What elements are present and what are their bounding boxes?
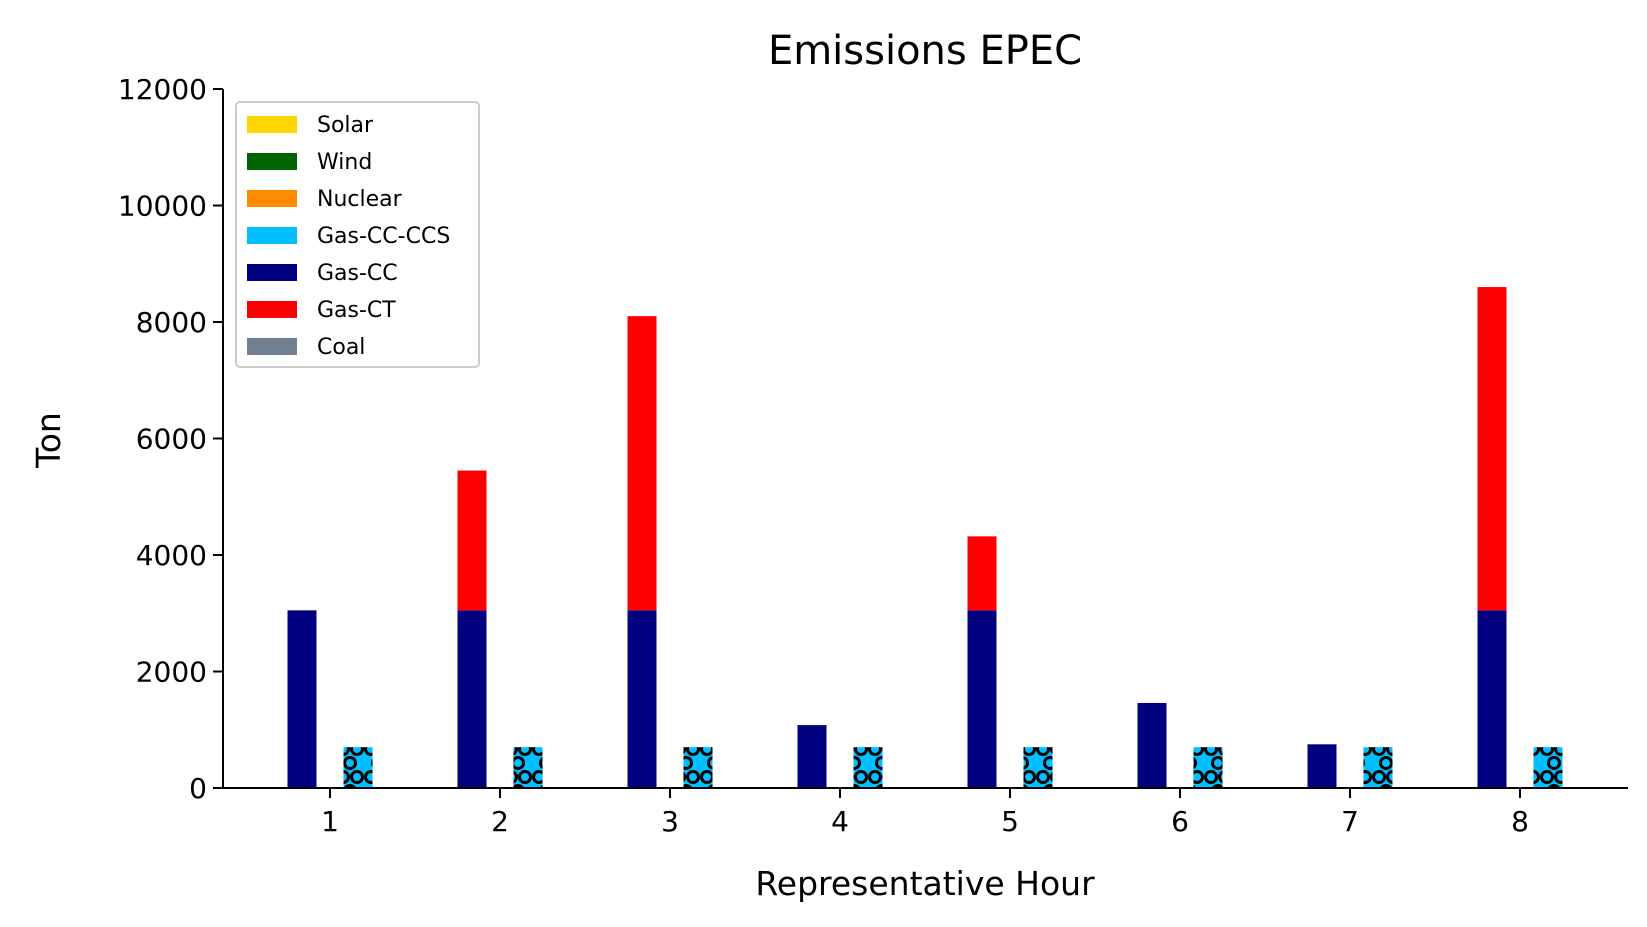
bar-hatch-hour-4 — [853, 747, 883, 788]
legend-swatch-nuclear — [247, 190, 297, 207]
x-tick-label: 5 — [1001, 805, 1019, 838]
bar-gas-cc-hour-1 — [287, 610, 317, 788]
bar-hatch-hour-2 — [513, 747, 543, 788]
x-axis-label: Representative Hour — [755, 864, 1095, 903]
legend-label-gas-ct: Gas-CT — [317, 298, 396, 323]
legend-swatch-gas-cc — [247, 264, 297, 281]
bars-layer — [287, 287, 1563, 788]
y-axis-label: Ton — [29, 412, 68, 469]
bar-gas-cc-hour-4 — [797, 725, 827, 788]
y-tick-label: 12000 — [118, 73, 207, 106]
legend-swatch-coal — [247, 338, 297, 355]
bar-hatch-hour-6 — [1193, 747, 1223, 788]
y-tick-label: 6000 — [136, 423, 207, 456]
x-tick-label: 1 — [321, 805, 339, 838]
y-tick-label: 0 — [189, 772, 207, 805]
x-ticks: 1 2 3 4 5 6 7 8 — [321, 788, 1529, 838]
x-tick-label: 8 — [1511, 805, 1529, 838]
bar-gas-cc-hour-8 — [1477, 610, 1507, 788]
legend-label-gas-cc: Gas-CC — [317, 261, 398, 286]
x-tick-label: 7 — [1341, 805, 1359, 838]
bar-gas-cc-hour-3 — [627, 610, 657, 788]
y-tick-label: 8000 — [136, 306, 207, 339]
y-ticks: 0 2000 4000 6000 8000 10000 12000 — [118, 73, 223, 805]
legend-label-nuclear: Nuclear — [317, 187, 403, 212]
bar-gas-ct-hour-2 — [457, 470, 487, 611]
x-tick-label: 6 — [1171, 805, 1189, 838]
legend-swatch-solar — [247, 116, 297, 133]
bar-hatch-hour-5 — [1023, 747, 1053, 788]
legend-label-wind: Wind — [317, 150, 372, 175]
bar-hatch-hour-1 — [343, 747, 373, 788]
y-tick-label: 4000 — [136, 539, 207, 572]
bar-hatch-hour-7 — [1363, 747, 1393, 788]
bar-gas-ct-hour-5 — [967, 536, 997, 611]
bar-gas-cc-hour-6 — [1137, 702, 1167, 788]
bar-hatch-hour-3 — [683, 747, 713, 788]
legend-swatch-wind — [247, 153, 297, 170]
bar-gas-cc-hour-2 — [457, 610, 487, 788]
chart-title: Emissions EPEC — [768, 28, 1082, 74]
legend-swatch-gas-cc-ccs — [247, 227, 297, 244]
y-tick-label: 10000 — [118, 190, 207, 223]
bar-gas-ct-hour-3 — [627, 316, 657, 611]
x-tick-label: 2 — [491, 805, 509, 838]
bar-gas-ct-hour-8 — [1477, 287, 1507, 611]
legend-label-solar: Solar — [317, 113, 374, 138]
bar-gas-cc-hour-7 — [1307, 744, 1337, 788]
legend-label-coal: Coal — [317, 335, 365, 360]
legend: Solar Wind Nuclear Gas-CC-CCS Gas-CC Gas-CT Co… — [235, 101, 480, 368]
legend-swatch-gas-ct — [247, 301, 297, 318]
x-tick-label: 3 — [661, 805, 679, 838]
bar-gas-cc-hour-5 — [967, 610, 997, 788]
x-tick-label: 4 — [831, 805, 849, 838]
y-tick-label: 2000 — [136, 656, 207, 689]
legend-label-gas-cc-ccs: Gas-CC-CCS — [317, 224, 450, 249]
bar-hatch-hour-8 — [1533, 747, 1563, 788]
